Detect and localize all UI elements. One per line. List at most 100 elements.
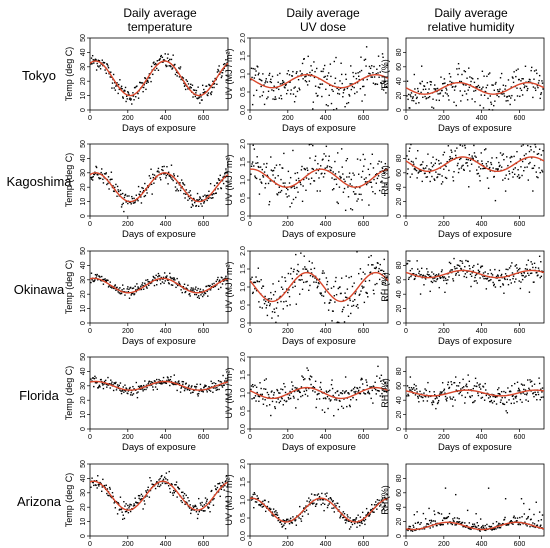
y-tick-label-okinawa-uv: 1.0: [240, 282, 247, 292]
data-point-kagoshima-uv: [328, 155, 330, 157]
data-point-florida-temperature: [167, 379, 170, 381]
data-point-florida-temperature: [124, 390, 127, 392]
data-point-okinawa-temperature: [170, 284, 173, 286]
data-point-florida-temperature: [166, 379, 168, 382]
data-point-tokyo-uv: [356, 81, 359, 84]
data-point-okinawa-temperature: [196, 296, 199, 299]
data-point-okinawa-uv: [255, 289, 258, 292]
data-point-tokyo-humidity: [415, 102, 417, 105]
data-point-okinawa-uv: [356, 303, 359, 306]
data-point-arizona-humidity: [471, 526, 473, 528]
data-point-okinawa-uv: [290, 267, 292, 270]
data-point-tokyo-uv: [358, 78, 360, 81]
data-point-kagoshima-temperature: [139, 190, 141, 193]
data-point-kagoshima-uv: [350, 208, 352, 210]
data-point-kagoshima-temperature: [112, 185, 114, 187]
data-point-tokyo-humidity: [473, 90, 475, 92]
data-point-tokyo-humidity: [518, 78, 520, 81]
data-point-florida-temperature: [129, 386, 131, 389]
data-point-arizona-temperature: [146, 489, 149, 491]
data-point-arizona-humidity: [541, 514, 544, 516]
data-point-kagoshima-uv: [339, 175, 341, 178]
data-point-tokyo-temperature: [170, 58, 173, 61]
data-point-tokyo-uv: [260, 85, 262, 88]
data-point-okinawa-humidity: [439, 276, 441, 278]
data-point-okinawa-temperature: [188, 293, 191, 295]
data-point-kagoshima-uv: [384, 194, 386, 196]
data-point-florida-temperature: [132, 393, 135, 395]
data-point-tokyo-uv: [366, 78, 368, 81]
data-point-florida-humidity: [521, 401, 523, 403]
data-point-okinawa-temperature: [123, 288, 125, 290]
data-point-arizona-humidity: [426, 523, 429, 525]
data-point-florida-temperature: [166, 376, 169, 378]
y-tick-label-okinawa-temperature: 10: [80, 305, 87, 313]
data-point-arizona-temperature: [195, 511, 198, 513]
data-point-florida-temperature: [121, 390, 123, 392]
data-point-tokyo-humidity: [541, 82, 544, 84]
data-point-kagoshima-uv: [326, 165, 329, 167]
data-point-arizona-uv: [326, 492, 328, 494]
data-point-arizona-uv: [375, 504, 377, 506]
data-point-okinawa-uv: [282, 308, 284, 310]
data-point-okinawa-temperature: [183, 283, 186, 285]
data-point-tokyo-temperature: [157, 69, 160, 71]
data-point-tokyo-uv: [358, 75, 360, 77]
y-tick-label-okinawa-humidity: 80: [396, 261, 403, 269]
data-point-arizona-uv: [361, 522, 363, 525]
data-point-kagoshima-temperature: [123, 196, 126, 199]
fit-line-tokyo-uv: [249, 74, 389, 89]
data-point-okinawa-uv: [350, 312, 352, 315]
data-point-tokyo-uv: [289, 93, 292, 95]
data-point-florida-humidity: [415, 388, 418, 390]
data-point-arizona-humidity: [490, 525, 493, 528]
data-point-florida-humidity: [448, 387, 450, 390]
data-point-tokyo-uv: [317, 86, 320, 88]
data-point-florida-humidity: [415, 385, 417, 387]
data-point-okinawa-humidity: [472, 266, 474, 268]
data-point-kagoshima-humidity: [539, 171, 541, 174]
data-point-florida-humidity: [496, 388, 499, 391]
data-point-arizona-humidity: [425, 525, 427, 528]
data-point-arizona-temperature: [186, 501, 188, 504]
data-point-kagoshima-temperature: [205, 194, 208, 197]
data-point-florida-humidity: [447, 381, 450, 383]
data-point-okinawa-humidity: [452, 280, 455, 282]
data-point-kagoshima-uv: [327, 159, 330, 162]
data-point-kagoshima-humidity: [476, 173, 478, 175]
data-point-kagoshima-uv: [298, 180, 300, 182]
data-point-florida-uv: [281, 397, 283, 400]
data-point-florida-temperature: [224, 380, 226, 382]
data-point-tokyo-humidity: [428, 95, 431, 98]
header-uv-line2: UV dose: [299, 20, 347, 34]
data-point-arizona-humidity: [474, 526, 477, 528]
data-point-arizona-temperature: [107, 494, 109, 497]
data-point-tokyo-humidity: [457, 73, 459, 76]
data-point-tokyo-uv: [278, 97, 280, 99]
data-point-florida-uv: [381, 392, 383, 395]
data-point-kagoshima-uv: [349, 183, 351, 185]
data-point-florida-uv: [386, 384, 388, 387]
data-point-kagoshima-humidity: [443, 168, 445, 170]
data-point-kagoshima-humidity: [485, 163, 488, 165]
data-point-tokyo-temperature: [114, 89, 117, 91]
data-point-arizona-humidity: [441, 523, 443, 526]
data-point-arizona-temperature: [167, 485, 170, 487]
data-point-florida-humidity: [505, 410, 507, 412]
data-point-okinawa-uv: [343, 306, 345, 309]
data-point-kagoshima-temperature: [167, 183, 169, 185]
data-point-florida-temperature: [110, 379, 112, 381]
data-point-kagoshima-humidity: [438, 159, 440, 162]
data-point-kagoshima-uv: [319, 190, 321, 192]
data-point-okinawa-uv: [293, 268, 295, 271]
data-point-arizona-humidity: [447, 523, 449, 525]
data-point-florida-temperature: [160, 381, 162, 384]
data-point-okinawa-humidity: [444, 277, 447, 280]
data-point-arizona-humidity: [516, 519, 518, 522]
data-point-florida-temperature: [132, 385, 134, 388]
y-tick-label-kagoshima-temperature: 0: [80, 214, 87, 218]
data-point-kagoshima-humidity: [468, 186, 470, 188]
data-point-arizona-temperature: [109, 488, 111, 490]
data-point-kagoshima-humidity: [464, 147, 467, 149]
data-point-tokyo-temperature: [194, 95, 196, 98]
